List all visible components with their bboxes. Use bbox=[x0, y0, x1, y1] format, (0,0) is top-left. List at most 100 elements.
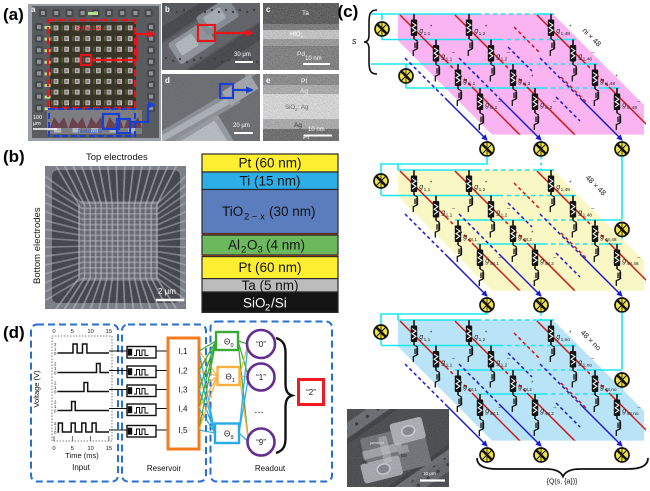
svg-text:1,1: 1,1 bbox=[446, 363, 453, 369]
svg-text:48,48: 48,48 bbox=[605, 237, 617, 243]
svg-text:1,1: 1,1 bbox=[424, 31, 431, 37]
svg-text:g: g bbox=[419, 334, 423, 341]
svg-text:I,4: I,4 bbox=[179, 405, 188, 414]
svg-text:: Ag: : Ag bbox=[298, 105, 308, 111]
svg-text:g: g bbox=[518, 384, 522, 391]
svg-text:1: 1 bbox=[54, 385, 57, 390]
svg-text:1,1: 1,1 bbox=[446, 57, 453, 63]
svg-text:48 × no: 48 × no bbox=[579, 328, 603, 352]
svg-text:TE: TE bbox=[362, 460, 368, 465]
svg-text:48,no: 48,no bbox=[605, 387, 617, 393]
svg-text:g: g bbox=[441, 360, 445, 367]
svg-text:ni,2: ni,2 bbox=[523, 81, 531, 87]
svg-text:1,2: 1,2 bbox=[479, 337, 486, 343]
svg-text:1,no: 1,no bbox=[561, 337, 571, 343]
svg-text:1: 1 bbox=[54, 404, 57, 409]
svg-text:s: s bbox=[352, 36, 357, 46]
svg-text:b: b bbox=[165, 5, 170, 14]
svg-text:5: 5 bbox=[71, 329, 74, 335]
svg-text:g: g bbox=[496, 210, 500, 217]
svg-text:–: – bbox=[591, 356, 595, 362]
svg-text:g: g bbox=[474, 184, 478, 191]
svg-text:1,no: 1,no bbox=[583, 363, 593, 369]
svg-text:–: – bbox=[452, 50, 456, 56]
svg-text:–: – bbox=[637, 255, 641, 261]
svg-text:–: – bbox=[591, 50, 595, 56]
svg-text:BE: BE bbox=[401, 453, 407, 458]
svg-text:48 × 48: 48 × 48 bbox=[584, 173, 608, 197]
svg-text:Pt (60 nm): Pt (60 nm) bbox=[238, 156, 301, 171]
svg-text:SiO: SiO bbox=[243, 296, 266, 311]
svg-text:g: g bbox=[419, 184, 423, 191]
svg-text:g: g bbox=[518, 234, 522, 241]
svg-text:Θ: Θ bbox=[224, 338, 230, 347]
svg-text:2: 2 bbox=[54, 381, 57, 386]
svg-text:Readout: Readout bbox=[255, 464, 286, 473]
svg-text:“1”: “1” bbox=[256, 373, 266, 382]
svg-text:a: a bbox=[31, 5, 36, 14]
svg-text:g: g bbox=[622, 102, 626, 109]
svg-text:g: g bbox=[518, 78, 522, 85]
svg-text:1,48: 1,48 bbox=[561, 31, 571, 37]
svg-text:Pt: Pt bbox=[301, 78, 307, 85]
svg-text:Θ: Θ bbox=[226, 373, 232, 382]
svg-text:Pt: Pt bbox=[303, 134, 309, 141]
svg-text:g: g bbox=[578, 210, 582, 217]
svg-text:SiO: SiO bbox=[285, 105, 295, 111]
svg-text:g: g bbox=[600, 384, 604, 391]
svg-text:100: 100 bbox=[33, 115, 42, 121]
svg-text:g: g bbox=[622, 408, 626, 415]
svg-text:*: * bbox=[476, 381, 479, 387]
svg-text:–: – bbox=[637, 405, 641, 411]
svg-text:2: 2 bbox=[295, 107, 298, 112]
svg-text:0: 0 bbox=[52, 446, 55, 452]
svg-text:Ag: Ag bbox=[294, 122, 302, 129]
svg-text:g: g bbox=[485, 408, 489, 415]
svg-text:g: g bbox=[578, 54, 582, 61]
svg-text:μm: μm bbox=[33, 121, 41, 127]
svg-text:20 μm: 20 μm bbox=[233, 123, 250, 129]
svg-text:1,1: 1,1 bbox=[446, 213, 453, 219]
svg-text:{Q(s, {a})}: {Q(s, {a})} bbox=[547, 479, 578, 486]
svg-text:–: – bbox=[553, 99, 557, 105]
svg-text:g: g bbox=[485, 102, 489, 109]
svg-text:1,2: 1,2 bbox=[501, 57, 508, 63]
svg-text:g: g bbox=[496, 360, 500, 367]
svg-text:Ti (15 nm): Ti (15 nm) bbox=[239, 174, 300, 189]
svg-text:g: g bbox=[600, 234, 604, 241]
svg-text:g: g bbox=[441, 210, 445, 217]
svg-text:–: – bbox=[452, 206, 456, 212]
svg-text:Ta (5 nm): Ta (5 nm) bbox=[241, 278, 298, 293]
svg-text:ni,48: ni,48 bbox=[627, 105, 638, 111]
svg-text:Synapses: Synapses bbox=[76, 25, 105, 32]
svg-text:0: 0 bbox=[54, 371, 57, 376]
svg-text:*: * bbox=[569, 331, 572, 337]
svg-text:*: * bbox=[531, 75, 534, 81]
svg-text:48,2: 48,2 bbox=[523, 387, 533, 393]
svg-text:10 nm: 10 nm bbox=[305, 56, 322, 62]
svg-text:15: 15 bbox=[106, 446, 112, 452]
svg-text:–: – bbox=[498, 255, 502, 261]
svg-text:48,1: 48,1 bbox=[468, 387, 478, 393]
svg-text:junction: junction bbox=[369, 440, 384, 445]
svg-text:1,48: 1,48 bbox=[583, 213, 593, 219]
svg-text:9: 9 bbox=[231, 435, 234, 441]
svg-text:d: d bbox=[165, 76, 170, 85]
svg-text:(30 nm): (30 nm) bbox=[269, 204, 316, 219]
svg-text:2: 2 bbox=[54, 400, 57, 405]
svg-text:e: e bbox=[266, 76, 271, 85]
svg-text:Bottom electrodes: Bottom electrodes bbox=[32, 207, 43, 284]
svg-text:Top electrodes: Top electrodes bbox=[86, 152, 148, 163]
svg-text:1,48: 1,48 bbox=[561, 187, 571, 193]
svg-text:g: g bbox=[540, 102, 544, 109]
svg-text:“2”: “2” bbox=[306, 388, 316, 397]
svg-text:48,2: 48,2 bbox=[523, 237, 533, 243]
svg-text:TiO: TiO bbox=[222, 204, 243, 219]
svg-text:g: g bbox=[485, 258, 489, 265]
svg-text:2: 2 bbox=[241, 245, 246, 256]
svg-text:*: * bbox=[531, 381, 534, 387]
svg-text:10 μm: 10 μm bbox=[423, 471, 436, 476]
svg-text:(4 nm): (4 nm) bbox=[266, 238, 305, 253]
svg-text:2 − x: 2 − x bbox=[244, 212, 265, 223]
svg-text:–: – bbox=[591, 206, 595, 212]
